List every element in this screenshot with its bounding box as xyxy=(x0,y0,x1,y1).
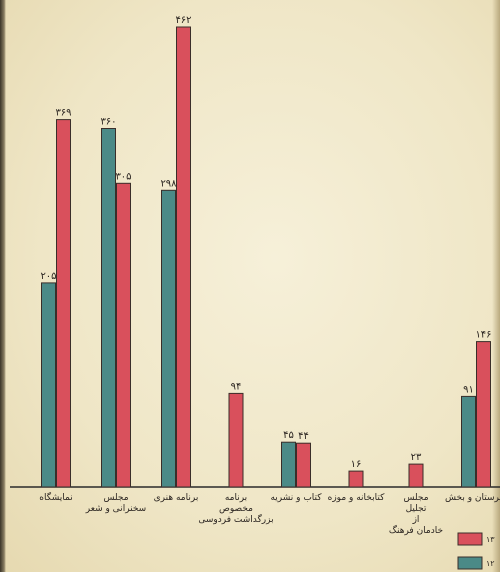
value-label-red-4: ۴۴ xyxy=(298,431,309,442)
legend-swatch-teal xyxy=(457,556,483,570)
value-label-teal-4: ۴۵ xyxy=(283,430,294,441)
category-label-6: مجلس xyxy=(403,493,428,503)
bar-red-7 xyxy=(476,341,491,488)
bar-red-6 xyxy=(408,463,424,488)
category-label-2: برنامه هنری xyxy=(154,493,199,503)
value-label-teal-1: ۳۶۰ xyxy=(100,117,116,128)
value-label-red-1: ۳۰۵ xyxy=(115,171,131,182)
bar-teal-1 xyxy=(101,128,116,488)
bar-red-4 xyxy=(296,442,311,488)
bars-group xyxy=(41,26,491,488)
value-label-red-6: ۲۳ xyxy=(411,452,422,463)
bar-red-5 xyxy=(348,470,364,488)
value-label-teal-0: ۲۰۵ xyxy=(40,271,56,282)
bar-red-0 xyxy=(56,119,71,488)
bar-teal-7 xyxy=(461,395,476,488)
page-edge-fade xyxy=(492,0,500,572)
category-label-6: خادمان فرهنگ xyxy=(389,524,443,536)
category-label-7: هنرستان و بخش xyxy=(445,493,500,503)
value-labels-group: ۲۰۵ ۳۶۹ ۳۶۰ ۳۰۵ ۲۹۸ ۴۶۲ ۹۴ ۴۵ ۴۴ ۱۶ ۲۳ ۹۱ ۱۴۶ xyxy=(40,15,491,470)
value-label-red-5: ۱۶ xyxy=(351,459,362,470)
category-label-3: برنامه xyxy=(225,493,247,503)
bar-teal-4 xyxy=(281,441,296,488)
category-label-5: کتابخانه و موزه xyxy=(328,493,385,503)
value-label-red-3: ۹۴ xyxy=(231,381,242,392)
value-label-red-7: ۱۴۶ xyxy=(475,330,491,341)
bar-red-1 xyxy=(116,182,131,488)
category-label-0: نمایشگاه xyxy=(39,491,72,503)
legend: ۱۳ ۱۲ xyxy=(457,532,495,570)
category-label-3: مخصوص xyxy=(219,504,253,514)
bar-red-2 xyxy=(176,26,191,488)
value-label-teal-7: ۹۱ xyxy=(463,384,474,395)
legend-swatch-red xyxy=(457,532,483,546)
category-label-3: بزرگداشت فردوسی xyxy=(198,513,273,525)
page-edge-shadow xyxy=(0,0,6,572)
bar-teal-0 xyxy=(41,282,56,488)
legend-label-teal: ۱۲ xyxy=(486,559,495,568)
category-label-6: تجلیل xyxy=(406,504,427,514)
value-label-red-2: ۴۶۲ xyxy=(175,15,191,26)
category-label-1: سخنرانی و شعر xyxy=(85,504,146,514)
category-label-6: از xyxy=(412,515,420,525)
value-label-teal-2: ۲۹۸ xyxy=(160,178,177,189)
legend-label-red: ۱۳ xyxy=(486,535,495,544)
bar-red-3 xyxy=(228,392,244,488)
category-label-4: کتاب و نشریه xyxy=(270,493,322,503)
bar-teal-2 xyxy=(161,189,176,488)
value-label-red-0: ۳۶۹ xyxy=(55,108,71,119)
category-label-1: مجلس xyxy=(103,493,128,503)
